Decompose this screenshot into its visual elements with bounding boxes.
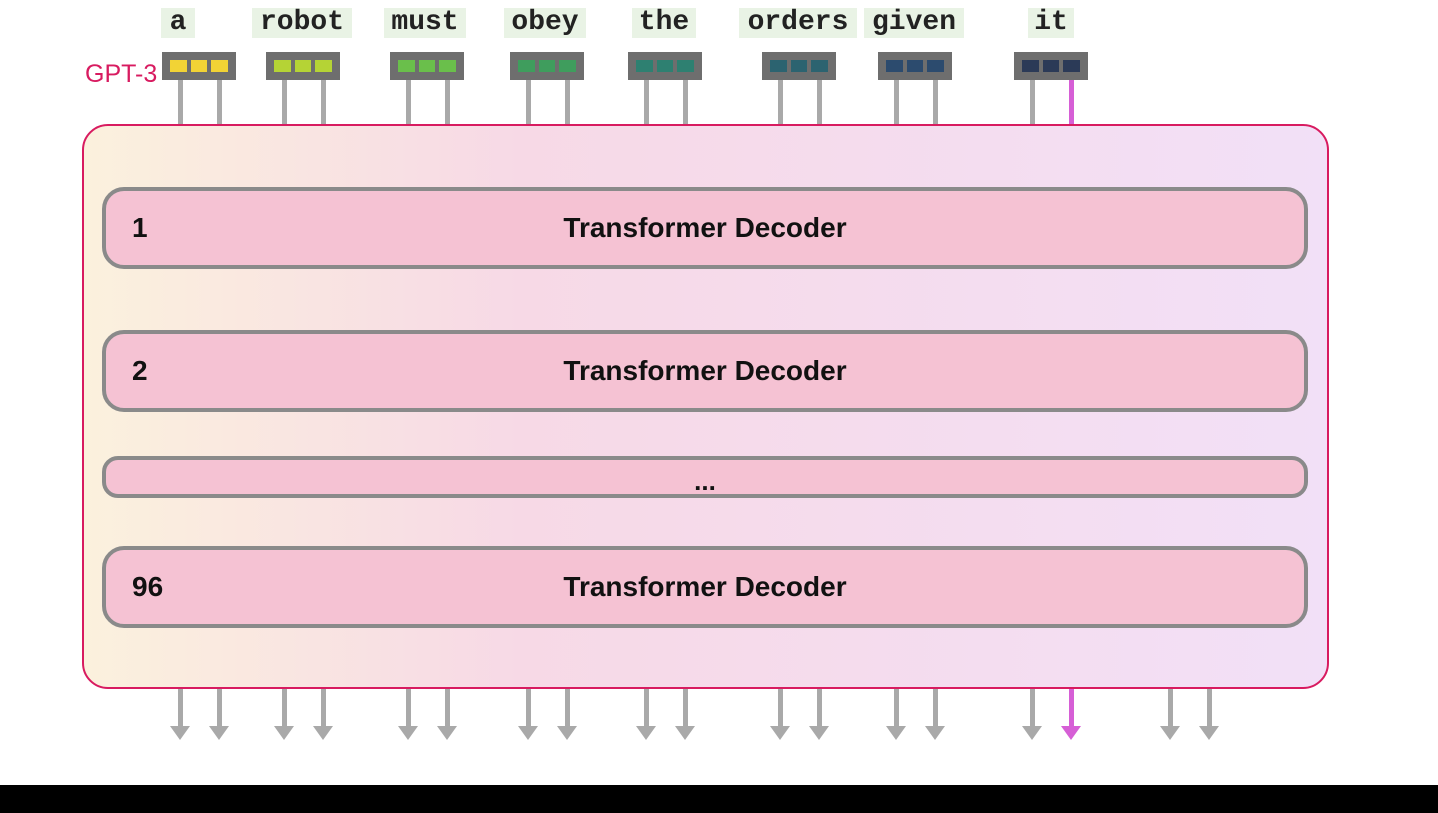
token-embedding-cell [539,60,556,72]
arrowhead-icon [170,726,190,740]
token-embedding-cell [559,60,576,72]
model-label: GPT-3 [85,60,157,89]
decoder-title: Transformer Decoder [106,212,1304,244]
arrowhead-icon [1061,726,1081,740]
token-embedding-cell [811,60,828,72]
arrowhead-icon [209,726,229,740]
arrowhead-icon [1160,726,1180,740]
token-label: orders [739,8,857,38]
decoder-block: 2Transformer Decoder [102,330,1308,412]
token-embedding-cell [315,60,332,72]
token-embedding-box [390,52,464,80]
token-embedding-cell [657,60,674,72]
token-label: a [161,8,195,38]
token-embedding-box [628,52,702,80]
token-embedding-cell [927,60,944,72]
arrowhead-icon [398,726,418,740]
token-embedding-cell [1063,60,1080,72]
token-label: the [632,8,696,38]
token-embedding-cell [907,60,924,72]
arrowhead-icon [636,726,656,740]
token-embedding-box [762,52,836,80]
arrowhead-icon [274,726,294,740]
decoder-block: 96Transformer Decoder [102,546,1308,628]
token-embedding-cell [677,60,694,72]
token-embedding-cell [274,60,291,72]
arrowhead-icon [518,726,538,740]
decoder-block: 1Transformer Decoder [102,187,1308,269]
token-embedding-box [1014,52,1088,80]
token-embedding-cell [1043,60,1060,72]
token-embedding-box [510,52,584,80]
token-embedding-cell [211,60,228,72]
token-embedding-box [266,52,340,80]
arrowhead-icon [809,726,829,740]
decoder-ellipsis: ... [102,456,1308,498]
token-embedding-cell [636,60,653,72]
token-label: robot [252,8,352,38]
arrowhead-icon [1022,726,1042,740]
token-label: given [864,8,964,38]
token-label: obey [504,8,586,38]
token-embedding-cell [518,60,535,72]
diagram-root: arobotmustobeytheordersgivenit GPT-3 1Tr… [0,0,1438,785]
arrowhead-icon [557,726,577,740]
token-label: it [1028,8,1074,38]
decoder-number: 1 [132,212,148,244]
decoder-number: 2 [132,355,148,387]
arrowhead-icon [770,726,790,740]
decoder-title: Transformer Decoder [106,355,1304,387]
token-embedding-cell [398,60,415,72]
token-embedding-box [162,52,236,80]
token-embedding-box [878,52,952,80]
token-embedding-cell [886,60,903,72]
token-embedding-cell [191,60,208,72]
bottom-bar [0,785,1438,813]
arrowhead-icon [1199,726,1219,740]
token-label: must [384,8,466,38]
decoder-title: Transformer Decoder [106,571,1304,603]
arrowhead-icon [437,726,457,740]
token-embedding-cell [791,60,808,72]
token-embedding-cell [1022,60,1039,72]
arrowhead-icon [313,726,333,740]
arrowhead-icon [886,726,906,740]
arrowhead-icon [675,726,695,740]
token-embedding-cell [770,60,787,72]
token-embedding-cell [439,60,456,72]
token-embedding-cell [295,60,312,72]
arrowhead-icon [925,726,945,740]
token-embedding-cell [170,60,187,72]
decoder-number: 96 [132,571,163,603]
token-embedding-cell [419,60,436,72]
